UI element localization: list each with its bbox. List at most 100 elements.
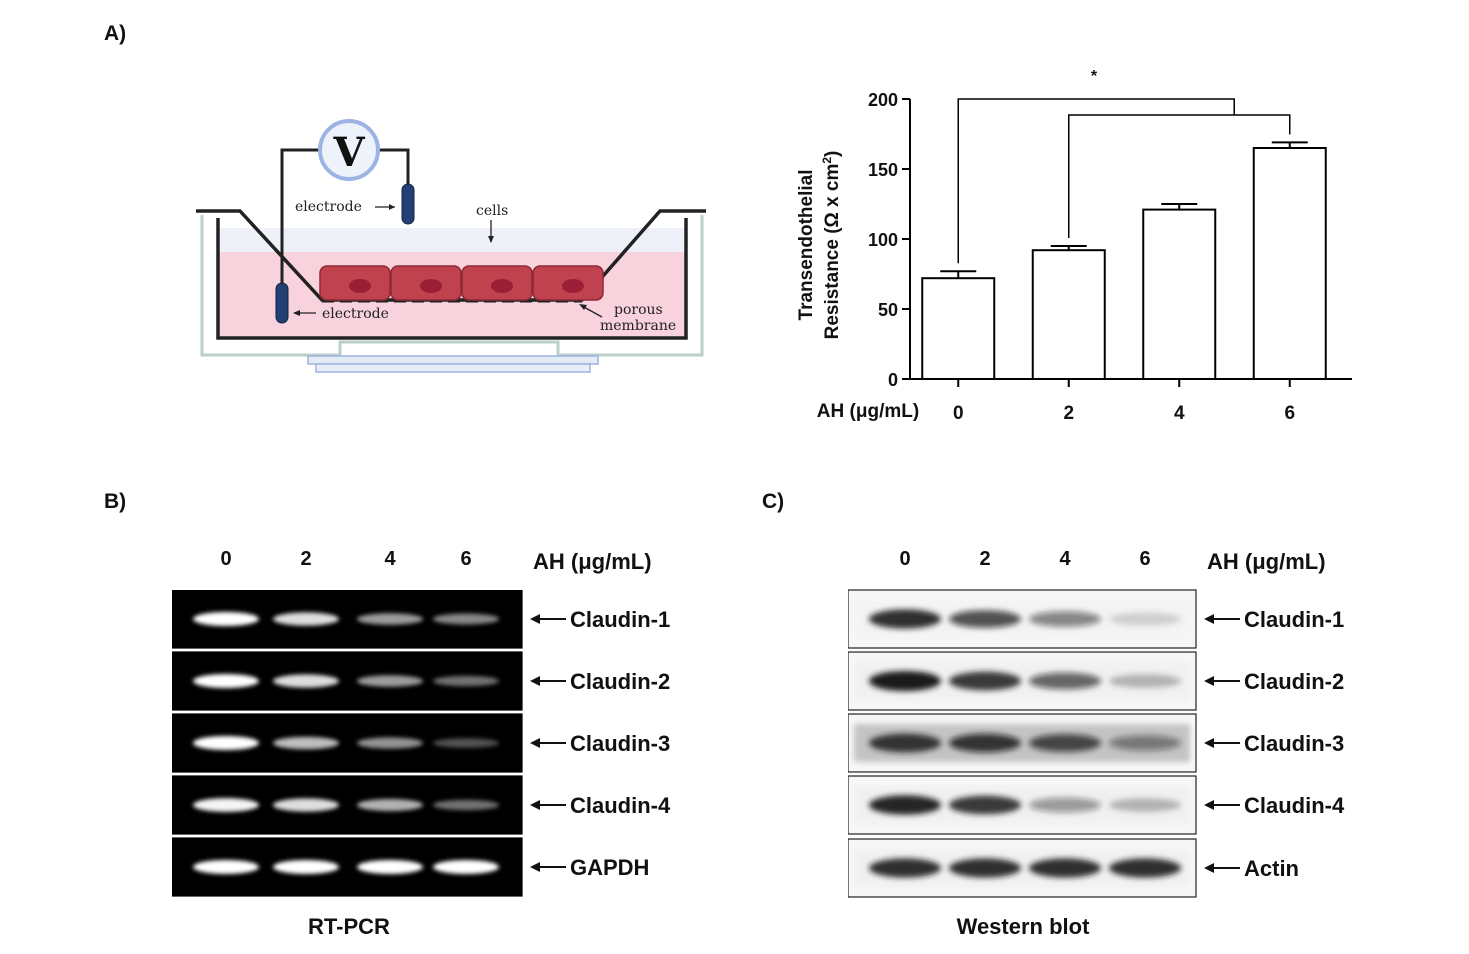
bar xyxy=(921,277,996,380)
y-tick-label: 50 xyxy=(878,300,898,320)
significance-bracket-outer xyxy=(957,98,1235,264)
bar xyxy=(1031,249,1106,380)
gel-band xyxy=(193,860,259,874)
gel-band xyxy=(869,858,941,878)
chart-axes: 0 50 100 150 200 0 2 4 6 xyxy=(868,90,1352,424)
y-axis-label-line2: Resistance (Ω x cm2) xyxy=(820,151,843,340)
gel-band xyxy=(193,736,259,750)
row-label: Claudin-1 xyxy=(570,607,670,632)
cell-nucleus xyxy=(491,279,513,293)
rtpcr-caption: RT-PCR xyxy=(308,914,390,939)
row-label: Claudin-2 xyxy=(570,669,670,694)
row-label: GAPDH xyxy=(570,855,649,880)
lane-label: 6 xyxy=(1139,548,1151,570)
gel-band xyxy=(273,798,339,812)
bar xyxy=(1142,208,1217,380)
gel-band xyxy=(1029,611,1101,627)
gel-row: Claudin-3 xyxy=(848,713,1344,773)
gel-band xyxy=(193,798,259,812)
row-arrowhead xyxy=(1204,800,1214,810)
gel-band xyxy=(273,736,339,750)
row-arrowhead xyxy=(1204,614,1214,624)
gel-band xyxy=(1109,858,1181,878)
arrowhead xyxy=(579,304,587,310)
gel-band xyxy=(433,613,499,625)
y-tick-label: 200 xyxy=(868,90,898,110)
lane-label: 6 xyxy=(460,548,472,570)
wire-left xyxy=(280,148,320,285)
gel-band xyxy=(949,858,1021,878)
y-tick-label: 100 xyxy=(868,230,898,250)
gel-row: Claudin-1 xyxy=(848,589,1344,649)
gel-band xyxy=(1029,734,1101,752)
row-label: Actin xyxy=(1244,856,1299,881)
gel-band xyxy=(1029,672,1101,690)
rtpcr-unit-label: AH (μg/mL) xyxy=(533,549,652,574)
western-caption: Western blot xyxy=(956,914,1090,939)
row-arrowhead xyxy=(530,614,540,624)
cell-nucleus xyxy=(562,279,584,293)
gel-band xyxy=(433,675,499,687)
y-tick-label: 0 xyxy=(888,370,898,390)
x-axis-title: AH (μg/mL) xyxy=(817,401,919,422)
panel-b-label: B) xyxy=(104,490,127,513)
significance-star: * xyxy=(1091,68,1098,85)
gel-band xyxy=(357,613,423,625)
row-label: Claudin-4 xyxy=(570,793,671,818)
well-base-plate-lower xyxy=(315,363,591,373)
basin-outline xyxy=(216,218,688,340)
gel-row: Claudin-2 xyxy=(848,651,1344,711)
electrode-bottom-icon xyxy=(275,282,289,324)
gel-row: Actin xyxy=(848,838,1299,898)
wire-right xyxy=(378,148,410,188)
gel-band xyxy=(273,860,339,874)
gel-band xyxy=(949,733,1021,753)
bar xyxy=(1252,147,1327,380)
gel-row: GAPDH xyxy=(172,837,649,897)
gel-band xyxy=(433,799,499,811)
gel-row: Claudin-4 xyxy=(172,775,671,835)
row-arrowhead xyxy=(530,676,540,686)
gel-band xyxy=(357,798,423,812)
row-label: Claudin-1 xyxy=(1244,607,1344,632)
arrowhead xyxy=(488,236,494,243)
cell-monolayer xyxy=(319,265,604,301)
cell-nucleus xyxy=(420,279,442,293)
gel-band xyxy=(869,795,941,815)
row-arrowhead xyxy=(1204,676,1214,686)
lane-label: 4 xyxy=(1059,548,1071,570)
gel-band xyxy=(357,737,423,749)
gel-band xyxy=(949,795,1021,815)
gel-band xyxy=(1109,674,1181,688)
gel-row: Claudin-4 xyxy=(848,775,1345,835)
gel-band xyxy=(949,671,1021,691)
arrowhead xyxy=(293,310,300,316)
x-tick-label: 0 xyxy=(953,403,964,424)
gel-band xyxy=(193,612,259,626)
teer-diagram: V electrode cells electrode porous membr… xyxy=(196,119,706,373)
row-label: Claudin-4 xyxy=(1244,793,1345,818)
well-base-plate xyxy=(307,355,599,365)
row-arrowhead xyxy=(530,738,540,748)
cell-nucleus xyxy=(349,279,371,293)
gel-band xyxy=(357,860,423,874)
y-axis-label-line1: Transendothelial xyxy=(796,170,817,321)
row-arrowhead xyxy=(1204,863,1214,873)
electrode-top-label: electrode xyxy=(295,199,362,215)
row-label: Claudin-3 xyxy=(1244,731,1344,756)
lane-label: 4 xyxy=(384,548,396,570)
significance-brackets: * xyxy=(957,68,1291,264)
gel-band xyxy=(433,860,499,874)
teer-bar-chart: Transendothelial Resistance (Ω x cm2) AH… xyxy=(796,68,1352,424)
rtpcr-gel: Claudin-1 Claudin-2 Claudin-3 Claudin-4 GAPD… xyxy=(172,590,671,897)
outer-well-wall xyxy=(200,215,704,357)
panel-c-label: C) xyxy=(762,490,785,513)
x-tick-label: 4 xyxy=(1174,403,1185,424)
cells-label: cells xyxy=(476,203,508,219)
gel-band xyxy=(433,738,499,748)
gel-band xyxy=(869,671,941,691)
row-arrowhead xyxy=(530,862,540,872)
arrow-line xyxy=(581,305,603,318)
x-tick-label: 6 xyxy=(1284,403,1295,424)
gel-band xyxy=(357,675,423,687)
